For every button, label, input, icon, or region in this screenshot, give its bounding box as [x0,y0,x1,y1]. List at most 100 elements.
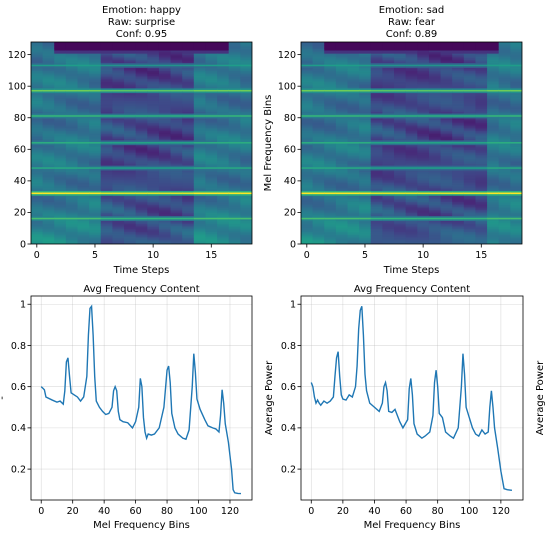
heatmap-cell [147,218,160,221]
heatmap-cell [124,187,137,190]
heatmap-cell [170,165,183,168]
heatmap-cell [205,125,218,128]
heatmap-cell [42,51,55,54]
heatmap-cell [487,53,500,56]
heatmap-cell [475,198,488,201]
heatmap-cell [335,155,349,158]
heatmap-cell [370,212,384,215]
heatmap-cell [217,120,230,124]
heatmap-cell [335,157,349,160]
heatmap-cell [42,90,55,94]
heatmap-cell [170,158,183,161]
heatmap-cell [510,172,522,176]
heatmap-cell [170,92,183,95]
heatmap-cell [65,70,79,73]
heatmap-cell [301,133,314,136]
heatmap-cell [89,155,102,158]
heatmap-cell [405,169,418,173]
series-line [40,304,242,495]
heatmap-cell [394,135,407,138]
heatmap-cell [124,131,137,135]
heatmap-cell [147,84,160,87]
heatmap-cell [193,187,207,190]
heatmap-cell [42,68,55,72]
heatmap-cell [510,228,522,231]
heatmap-cell [31,133,44,136]
heatmap-cell [301,228,314,231]
heatmap-cell [487,42,500,45]
heatmap-cell [417,78,430,81]
heatmap-cell [135,68,148,72]
heatmap-cell [487,168,500,171]
heatmap-cell [498,95,511,98]
heatmap-cell [54,75,67,78]
heatmap-cell [100,239,114,242]
heatmap-cell [89,228,102,231]
heatmap-cell [347,240,360,244]
heatmap-cell [100,48,114,51]
heatmap-cell [170,218,183,221]
heatmap-cell [217,57,230,60]
heatmap-cell [312,196,325,199]
heatmap-cell [158,70,172,73]
heatmap-cell [240,79,252,83]
heatmap-cell [301,84,314,87]
heatmap-cell [205,158,218,161]
heatmap-cell [324,242,337,244]
heatmap-cell [54,229,67,232]
heatmap-cell [182,113,195,116]
heatmap-cell [100,120,114,124]
heatmap-cell [193,204,207,207]
heatmap-cell [498,179,511,182]
heatmap-cell [347,146,360,149]
heatmap-cell [170,83,183,86]
heatmap-cell [89,122,102,125]
heatmap-cell [440,108,453,111]
heatmap-cell [382,95,395,98]
heatmap-cell [405,168,418,171]
heatmap-cell [428,157,442,160]
heatmap-cell [147,179,160,182]
heatmap-cell [301,161,314,165]
heatmap-cell [135,220,148,223]
heatmap-cell [217,158,230,161]
heatmap-cell [347,124,360,127]
heatmap-cell [135,169,148,173]
heatmap-cell [370,76,384,79]
heatmap-cell [301,166,314,169]
heatmap-cell [240,92,252,95]
heatmap-cell [405,122,418,125]
heatmap-cell [205,220,218,223]
heatmap-cell [370,46,384,49]
heatmap-cell [54,101,67,105]
heatmap-cell [347,131,360,135]
heatmap-cell [240,169,252,173]
heatmap-cell [124,103,137,106]
heatmap-cell [498,138,511,141]
heatmap-cell [405,229,418,232]
heatmap-cell [382,78,395,81]
heatmap-cell [370,65,384,68]
heatmap-cell [394,239,407,242]
heatmap-cell [193,125,207,128]
heatmap-cell [182,87,195,90]
heatmap-cell [147,160,160,163]
heatmap-cell [428,57,442,60]
heatmap-cell [135,78,148,81]
heatmap-cell [182,221,195,225]
heatmap-cell [382,201,395,204]
heatmap-cell [217,144,230,147]
heatmap-cell [135,152,148,155]
heatmap-cell [31,131,44,135]
heatmap-cell [217,76,230,79]
heatmap-cell [89,143,102,146]
heatmap-cell [65,214,79,217]
heatmap-cell [487,223,500,226]
heatmap-cell [228,133,241,136]
heatmap-cell [475,163,488,166]
heatmap-cell [77,182,90,185]
heatmap-cell [475,154,488,157]
heatmap-cell [324,202,337,206]
y-tick-label: 20 [14,208,26,219]
heatmap-cell [240,76,252,79]
